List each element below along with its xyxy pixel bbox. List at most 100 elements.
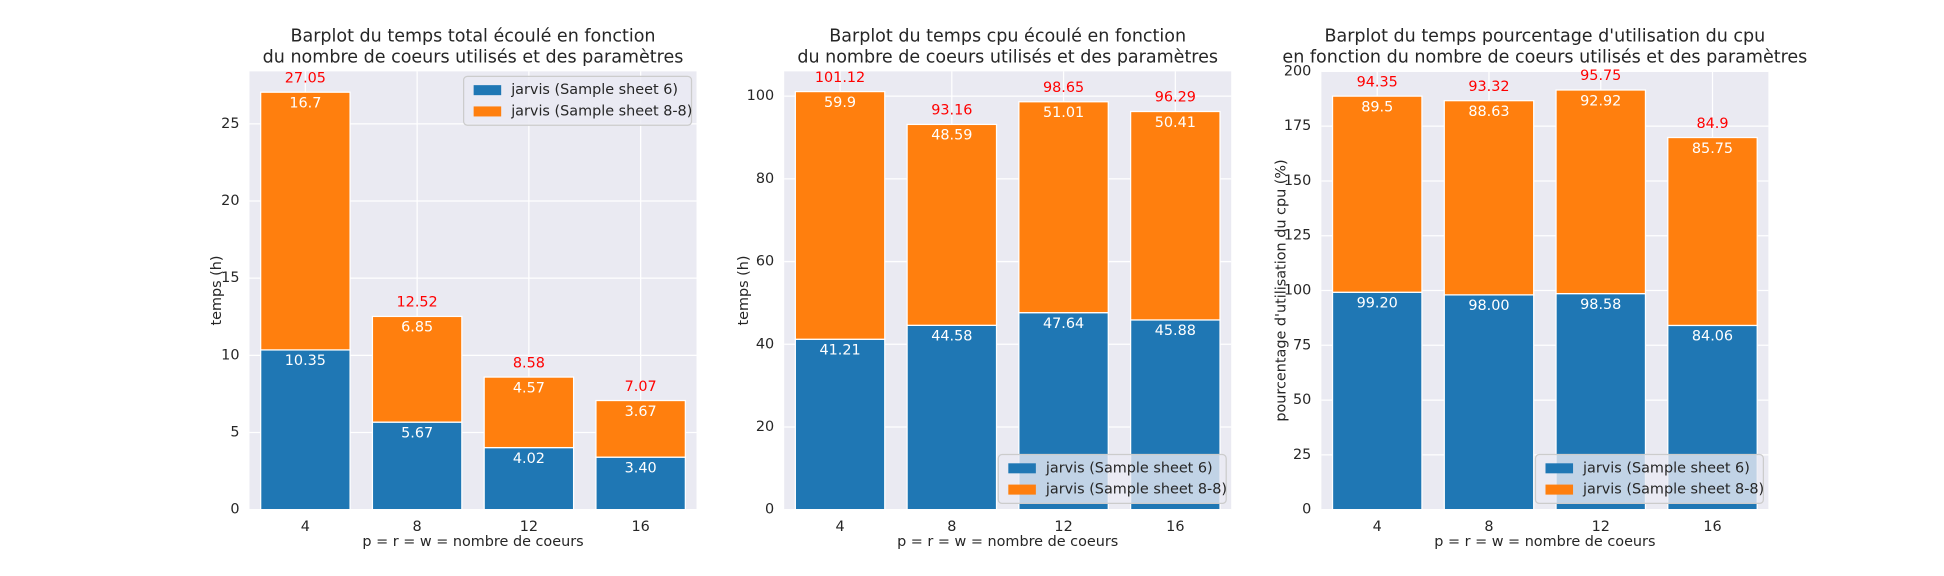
x-tick-label: 12 bbox=[1054, 519, 1072, 535]
legend-box bbox=[462, 75, 693, 126]
y-tick-label: 100 bbox=[747, 88, 774, 104]
chart-title: Barplot du temps total écoulé en fonctio… bbox=[290, 26, 655, 46]
value-label: 98.58 bbox=[1580, 297, 1621, 313]
y-tick-label: 150 bbox=[1284, 173, 1311, 189]
value-label: 10.35 bbox=[285, 353, 326, 369]
x-tick-label: 12 bbox=[1592, 519, 1610, 535]
y-tick-label: 40 bbox=[756, 336, 774, 352]
chart-title: du nombre de coeurs utilisés et des para… bbox=[797, 48, 1218, 68]
chart-title: Barplot du temps pourcentage d'utilisati… bbox=[1324, 26, 1765, 46]
legend-box bbox=[1534, 453, 1765, 505]
legend: jarvis (Sample sheet 6) jarvis (Sample sh… bbox=[997, 453, 1227, 505]
y-axis-label: pourcentage d'utilisation du cpu (%) bbox=[1273, 159, 1289, 421]
x-tick-label: 16 bbox=[1703, 519, 1721, 535]
value-label: 41.21 bbox=[819, 343, 860, 359]
bar bbox=[260, 91, 351, 351]
value-label: 5.67 bbox=[401, 425, 433, 441]
x-axis-label: p = r = w = nombre de coeurs bbox=[362, 534, 583, 550]
bar bbox=[906, 324, 998, 511]
legend-swatch bbox=[1008, 484, 1036, 495]
y-tick-label: 75 bbox=[1293, 337, 1311, 353]
total-label: 98.65 bbox=[1043, 80, 1084, 96]
total-label: 93.32 bbox=[1468, 79, 1509, 95]
x-tick-label: 4 bbox=[835, 519, 844, 535]
y-tick-label: 200 bbox=[1284, 63, 1311, 79]
value-label: 4.57 bbox=[513, 380, 545, 396]
legend-label: jarvis (Sample sheet 6) bbox=[1582, 460, 1750, 476]
legend-label: jarvis (Sample sheet 6) bbox=[510, 82, 678, 98]
y-tick-label: 25 bbox=[221, 116, 239, 132]
x-tick-label: 16 bbox=[1166, 519, 1184, 535]
chart-title: Barplot du temps cpu écoulé en fonction bbox=[829, 26, 1186, 46]
y-tick-label: 175 bbox=[1284, 118, 1311, 134]
x-axis-label: p = r = w = nombre de coeurs bbox=[897, 534, 1118, 550]
bar bbox=[1443, 294, 1535, 511]
bar bbox=[794, 338, 886, 511]
bar bbox=[1443, 100, 1535, 296]
chart-title: du nombre de coeurs utilisés et des para… bbox=[263, 48, 684, 68]
value-label: 50.41 bbox=[1155, 115, 1196, 131]
x-tick-label: 4 bbox=[301, 519, 310, 535]
value-label: 89.5 bbox=[1361, 99, 1393, 115]
legend-swatch bbox=[473, 106, 502, 117]
bar bbox=[595, 399, 686, 458]
value-label: 98.00 bbox=[1468, 298, 1509, 314]
bar bbox=[1018, 101, 1109, 314]
y-tick-label: 10 bbox=[221, 347, 239, 363]
y-tick-label: 0 bbox=[765, 502, 774, 518]
value-label: 4.02 bbox=[513, 451, 545, 467]
bar bbox=[595, 456, 686, 511]
legend-box bbox=[997, 453, 1227, 505]
x-tick-label: 8 bbox=[947, 519, 956, 535]
x-tick-label: 12 bbox=[520, 519, 538, 535]
bar bbox=[1331, 95, 1423, 293]
total-label: 93.16 bbox=[931, 103, 972, 119]
y-tick-label: 80 bbox=[756, 171, 774, 187]
legend-label: jarvis (Sample sheet 8-8) bbox=[1045, 482, 1227, 498]
x-tick-label: 8 bbox=[1484, 519, 1493, 535]
value-label: 51.01 bbox=[1043, 105, 1084, 121]
y-tick-label: 125 bbox=[1284, 228, 1311, 244]
value-label: 92.92 bbox=[1580, 93, 1621, 109]
y-tick-label: 100 bbox=[1284, 283, 1311, 299]
y-tick-label: 15 bbox=[221, 270, 239, 286]
value-label: 47.64 bbox=[1043, 316, 1084, 332]
chart: 0 25 50 75 100 125 150 175 200 4 8 12 16 99.20 98.00 98… bbox=[1273, 26, 1807, 550]
bar bbox=[1667, 136, 1758, 327]
legend: jarvis (Sample sheet 6) jarvis (Sample sh… bbox=[1534, 453, 1765, 505]
total-label: 84.9 bbox=[1696, 116, 1728, 132]
legend: jarvis (Sample sheet 6) jarvis (Sample sh… bbox=[462, 75, 693, 126]
bar bbox=[371, 421, 463, 511]
y-tick-label: 0 bbox=[1302, 502, 1311, 518]
y-tick-label: 5 bbox=[230, 424, 239, 440]
bar bbox=[1331, 291, 1423, 511]
bar bbox=[371, 315, 463, 423]
y-tick-label: 50 bbox=[1293, 392, 1311, 408]
x-tick-label: 8 bbox=[413, 519, 422, 535]
legend-swatch bbox=[1008, 463, 1036, 474]
value-label: 99.20 bbox=[1357, 296, 1398, 312]
y-tick-label: 60 bbox=[756, 254, 774, 270]
value-label: 48.59 bbox=[931, 128, 972, 144]
legend-label: jarvis (Sample sheet 8-8) bbox=[510, 103, 692, 119]
value-label: 84.06 bbox=[1692, 329, 1733, 345]
value-label: 6.85 bbox=[401, 320, 433, 336]
total-label: 95.75 bbox=[1580, 68, 1621, 84]
bar bbox=[1555, 89, 1647, 295]
y-tick-label: 25 bbox=[1293, 447, 1311, 463]
value-label: 59.9 bbox=[824, 95, 856, 111]
total-label: 7.07 bbox=[625, 379, 657, 395]
value-label: 44.58 bbox=[931, 329, 972, 345]
bar bbox=[794, 90, 886, 340]
y-axis-label: temps (h) bbox=[736, 255, 752, 325]
total-label: 101.12 bbox=[815, 70, 865, 86]
bar bbox=[1129, 110, 1221, 321]
y-tick-label: 20 bbox=[221, 193, 239, 209]
bar bbox=[906, 123, 998, 326]
legend-swatch bbox=[1545, 484, 1574, 495]
x-axis-label: p = r = w = nombre de coeurs bbox=[1434, 534, 1655, 550]
total-label: 96.29 bbox=[1155, 90, 1196, 106]
y-axis-label: temps (h) bbox=[209, 255, 225, 325]
x-tick-label: 4 bbox=[1373, 519, 1382, 535]
